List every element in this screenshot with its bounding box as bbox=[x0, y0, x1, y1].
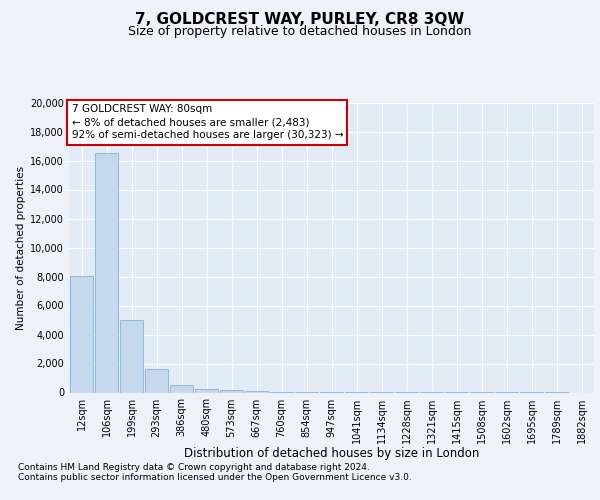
Y-axis label: Number of detached properties: Number of detached properties bbox=[16, 166, 26, 330]
Text: 7, GOLDCREST WAY, PURLEY, CR8 3QW: 7, GOLDCREST WAY, PURLEY, CR8 3QW bbox=[136, 12, 464, 28]
Text: Size of property relative to detached houses in London: Size of property relative to detached ho… bbox=[128, 25, 472, 38]
Text: 7 GOLDCREST WAY: 80sqm
← 8% of detached houses are smaller (2,483)
92% of semi-d: 7 GOLDCREST WAY: 80sqm ← 8% of detached … bbox=[71, 104, 343, 141]
Bar bbox=[120, 320, 143, 392]
Bar bbox=[220, 390, 243, 392]
Bar bbox=[245, 391, 268, 392]
Text: Contains public sector information licensed under the Open Government Licence v3: Contains public sector information licen… bbox=[18, 472, 412, 482]
Bar bbox=[145, 370, 168, 392]
X-axis label: Distribution of detached houses by size in London: Distribution of detached houses by size … bbox=[184, 447, 479, 460]
Text: Contains HM Land Registry data © Crown copyright and database right 2024.: Contains HM Land Registry data © Crown c… bbox=[18, 462, 370, 471]
Bar bbox=[95, 154, 118, 392]
Bar bbox=[70, 276, 93, 392]
Bar bbox=[195, 389, 218, 392]
Bar bbox=[170, 385, 193, 392]
